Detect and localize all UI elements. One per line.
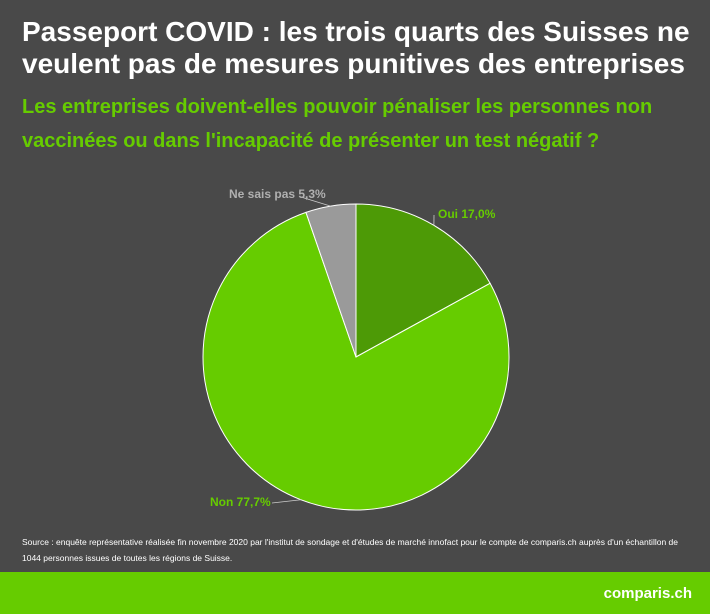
pie-slice bbox=[305, 203, 357, 358]
slice-label: Oui 17,0% bbox=[438, 207, 496, 221]
chart-subtitle: Les entreprises doivent-elles pouvoir pé… bbox=[22, 96, 653, 152]
leader-line bbox=[300, 196, 331, 207]
logo: comparis.ch bbox=[603, 585, 692, 602]
chart-title: Passeport COVID : les trois quarts des S… bbox=[22, 16, 690, 79]
source-note: Source : enquête représentative réalisée… bbox=[22, 537, 678, 563]
slice-label: Ne sais pas 5,3% bbox=[229, 187, 326, 201]
slice-label: Non 77,7% bbox=[210, 495, 271, 509]
chart: Oui 17,0% Non 77,7% Ne sais pas 5,3% bbox=[202, 187, 510, 511]
pie-slice bbox=[202, 211, 510, 511]
footer: comparis.ch bbox=[0, 572, 710, 614]
pie-slice bbox=[355, 203, 491, 358]
leader-line bbox=[271, 499, 302, 504]
